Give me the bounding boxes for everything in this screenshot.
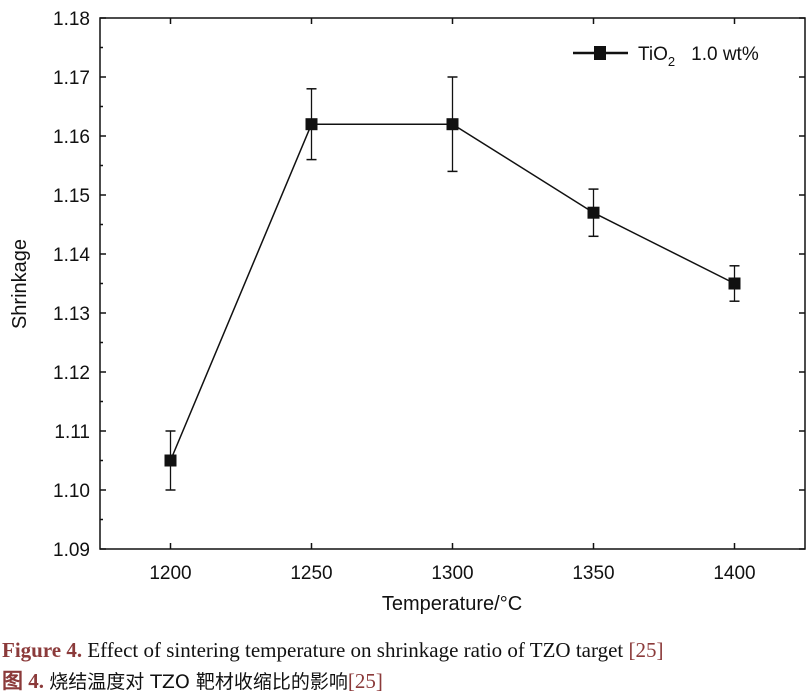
y-tick-label: 1.13: [53, 304, 90, 325]
x-tick-label: 1300: [431, 563, 473, 584]
caption-en-ref[interactable]: [25]: [628, 638, 664, 662]
caption-en: Figure 4. Effect of sintering temperatur…: [2, 638, 664, 663]
x-tick-label: 1250: [290, 563, 332, 584]
caption-en-text: Effect of sintering temperature on shrin…: [87, 638, 624, 662]
y-tick-label: 1.15: [53, 186, 90, 207]
y-tick-label: 1.12: [53, 363, 90, 384]
data-point: [446, 118, 459, 131]
legend-label-main: TiO: [638, 44, 668, 65]
caption-zh-text: 烧结温度对 TZO 靶材收缩比的影响: [49, 671, 348, 693]
caption-zh-ref[interactable]: [25]: [347, 669, 383, 693]
x-tick-label: 1400: [713, 563, 755, 584]
legend-marker: [594, 46, 606, 60]
x-tick-label: 1200: [149, 563, 191, 584]
legend-label-sub: 2: [668, 54, 675, 69]
data-point: [305, 118, 318, 131]
y-axis-label: Shrinkage: [9, 239, 31, 329]
legend: TiO2 1.0 wt%: [573, 44, 759, 69]
caption-zh: 图 4. 烧结温度对 TZO 靶材收缩比的影响[25]: [2, 665, 383, 695]
y-tick-label: 1.17: [53, 68, 90, 89]
y-tick-label: 1.18: [53, 9, 90, 30]
y-tick-label: 1.16: [53, 127, 90, 148]
y-tick-label: 1.09: [53, 540, 90, 561]
y-tick-label: 1.10: [53, 481, 90, 502]
y-tick-label: 1.11: [54, 422, 90, 443]
series-line: [169, 123, 735, 461]
chart: 1.09 1.10 1.11 1.12 1.13 1.14 1.15 1.16 1.17 1.18…: [9, 9, 806, 615]
caption-en-label: Figure 4.: [2, 638, 83, 662]
legend-label-rest: 1.0 wt%: [691, 44, 759, 65]
data-point: [728, 277, 741, 290]
y-tick-label: 1.14: [53, 245, 90, 266]
data-point: [164, 454, 177, 467]
x-tick-label: 1350: [572, 563, 614, 584]
x-axis-label: Temperature/°C: [382, 593, 522, 615]
caption-zh-label: 图 4.: [2, 669, 44, 693]
data-point: [587, 206, 600, 219]
